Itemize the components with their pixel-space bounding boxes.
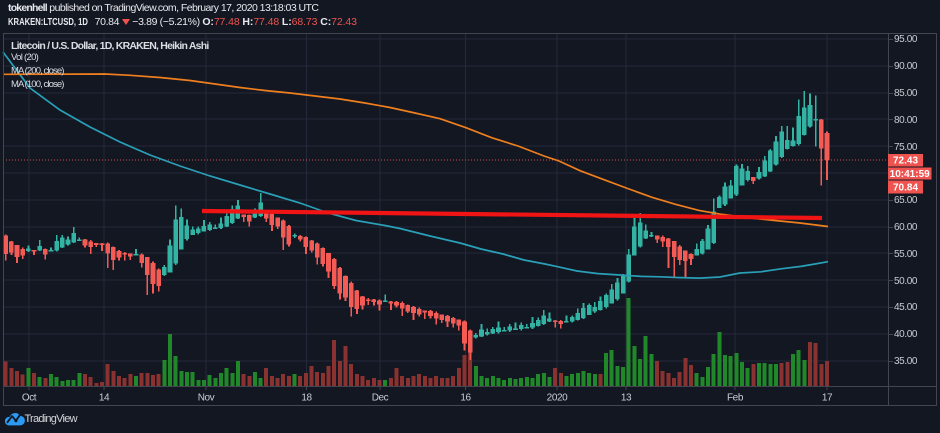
svg-text:85.00: 85.00 — [894, 88, 918, 99]
svg-text:17: 17 — [822, 393, 833, 404]
svg-text:Dec: Dec — [372, 393, 389, 404]
svg-text:16: 16 — [460, 393, 471, 404]
svg-text:MA (200, close): MA (200, close) — [11, 66, 64, 77]
svg-text:75.00: 75.00 — [894, 142, 918, 153]
svg-text:35.00: 35.00 — [894, 356, 918, 367]
svg-text:50.00: 50.00 — [894, 276, 918, 287]
svg-text:45.00: 45.00 — [894, 302, 918, 313]
svg-text:Feb: Feb — [727, 393, 744, 404]
svg-text:60.00: 60.00 — [894, 222, 918, 233]
svg-text:Nov: Nov — [198, 393, 215, 404]
svg-text:14: 14 — [99, 393, 110, 404]
svg-text:Litecoin / U.S. Dollar, 1D, KR: Litecoin / U.S. Dollar, 1D, KRAKEN, Heik… — [11, 40, 209, 52]
svg-text:Vol (20): Vol (20) — [11, 52, 39, 63]
svg-text:65.00: 65.00 — [894, 195, 918, 206]
svg-text:MA (100, close): MA (100, close) — [11, 79, 64, 90]
svg-text:70.84: 70.84 — [893, 183, 918, 194]
svg-text:55.00: 55.00 — [894, 249, 918, 260]
svg-text:95.00: 95.00 — [894, 34, 918, 45]
svg-text:90.00: 90.00 — [894, 61, 918, 72]
svg-text:13: 13 — [621, 393, 632, 404]
svg-text:18: 18 — [301, 393, 312, 404]
svg-text:Oct: Oct — [22, 393, 37, 404]
svg-text:10:41:59: 10:41:59 — [890, 169, 930, 180]
svg-text:2020: 2020 — [547, 393, 568, 404]
svg-text:80.00: 80.00 — [894, 115, 918, 126]
svg-text:40.00: 40.00 — [894, 329, 918, 340]
svg-text:72.43: 72.43 — [893, 156, 918, 167]
